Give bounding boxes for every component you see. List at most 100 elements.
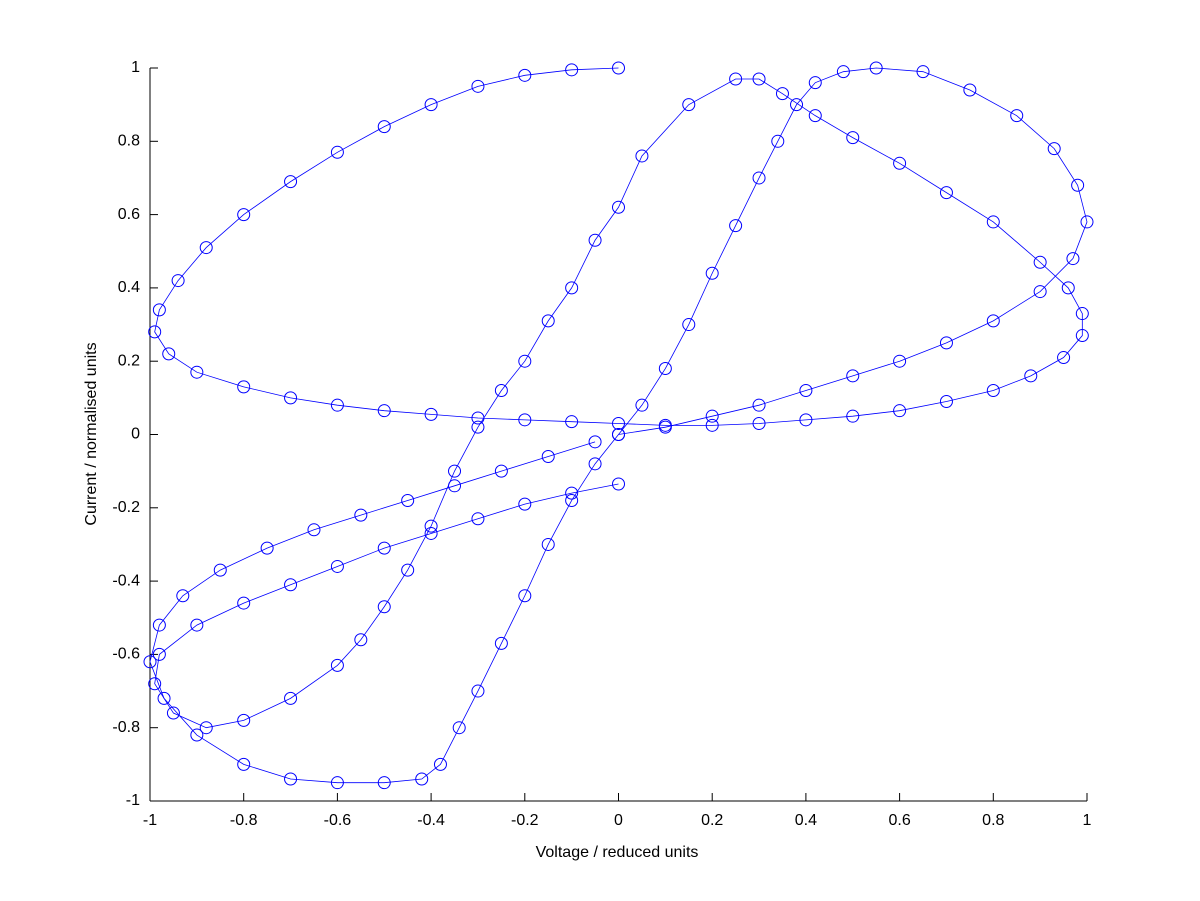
marker	[354, 508, 368, 522]
marker	[893, 156, 907, 170]
marker	[1071, 178, 1085, 192]
x-tick-label: -1	[143, 812, 157, 829]
marker	[771, 134, 785, 148]
marker	[588, 233, 602, 247]
marker	[775, 87, 789, 101]
marker	[494, 384, 508, 398]
marker	[166, 706, 180, 720]
marker	[986, 314, 1000, 328]
marker	[799, 413, 813, 427]
marker	[190, 728, 204, 742]
marker	[939, 186, 953, 200]
marker	[1061, 281, 1075, 295]
marker	[705, 409, 719, 423]
marker	[752, 417, 766, 431]
y-tick-label: 0	[131, 426, 140, 443]
marker	[808, 109, 822, 123]
marker	[471, 512, 485, 526]
marker	[541, 537, 555, 551]
y-tick-label: -1	[126, 792, 140, 809]
marker	[148, 325, 162, 339]
marker	[284, 391, 298, 405]
marker	[424, 407, 438, 421]
marker	[424, 98, 438, 112]
marker	[682, 318, 696, 332]
marker	[752, 398, 766, 412]
marker	[846, 369, 860, 383]
marker	[284, 578, 298, 592]
marker	[471, 684, 485, 698]
marker	[635, 149, 649, 163]
y-axis-label: Current / normalised units	[83, 342, 100, 525]
marker	[260, 541, 274, 555]
marker	[1047, 142, 1061, 156]
x-tick-label: 0.6	[888, 812, 910, 829]
marker	[237, 757, 251, 771]
marker	[284, 175, 298, 189]
marker	[588, 457, 602, 471]
marker	[682, 98, 696, 112]
marker	[612, 61, 625, 75]
marker	[284, 772, 298, 786]
x-tick-label: 0.2	[701, 812, 723, 829]
marker	[237, 713, 251, 727]
x-tick-label: 1	[1083, 812, 1092, 829]
marker	[152, 647, 166, 661]
marker	[448, 479, 462, 493]
y-tick-label: -0.8	[112, 719, 140, 736]
marker	[424, 526, 438, 540]
marker	[1057, 351, 1071, 365]
marker	[1066, 252, 1080, 266]
x-tick-label: 0.4	[795, 812, 817, 829]
marker	[152, 618, 166, 632]
marker	[565, 415, 579, 429]
marker	[452, 721, 466, 735]
marker	[143, 655, 157, 669]
marker	[705, 418, 719, 432]
marker	[752, 171, 766, 185]
marker	[846, 409, 860, 423]
marker	[541, 449, 555, 463]
marker	[190, 365, 204, 379]
y-tick-label: 1	[131, 59, 140, 76]
marker	[869, 61, 883, 75]
marker	[377, 404, 391, 418]
marker	[565, 281, 579, 295]
marker	[162, 347, 176, 361]
marker	[237, 208, 251, 222]
marker	[1075, 307, 1089, 321]
marker	[330, 658, 344, 672]
marker	[836, 65, 850, 79]
marker	[986, 215, 1000, 229]
marker	[986, 384, 1000, 398]
marker	[635, 398, 649, 412]
x-tick-label: -0.2	[511, 812, 539, 829]
marker	[152, 303, 166, 317]
marker	[1024, 369, 1038, 383]
marker	[729, 219, 743, 233]
marker	[330, 776, 344, 790]
marker	[330, 145, 344, 159]
marker	[939, 336, 953, 350]
marker	[518, 354, 532, 368]
marker	[148, 677, 162, 691]
marker	[377, 776, 391, 790]
marker	[237, 380, 251, 394]
marker	[199, 241, 213, 255]
marker	[658, 362, 672, 376]
y-tick-label: 0.4	[118, 279, 140, 296]
x-tick-label: -0.8	[230, 812, 258, 829]
marker	[401, 563, 415, 577]
marker	[612, 477, 625, 491]
x-axis-label: Voltage / reduced units	[536, 844, 699, 861]
y-tick-label: -0.4	[112, 572, 140, 589]
marker	[190, 618, 204, 632]
marker	[471, 79, 485, 93]
y-tick-label: 0.6	[118, 206, 140, 223]
marker	[284, 691, 298, 705]
marker	[377, 120, 391, 134]
marker	[1033, 285, 1047, 299]
marker	[565, 493, 579, 507]
marker	[893, 404, 907, 418]
